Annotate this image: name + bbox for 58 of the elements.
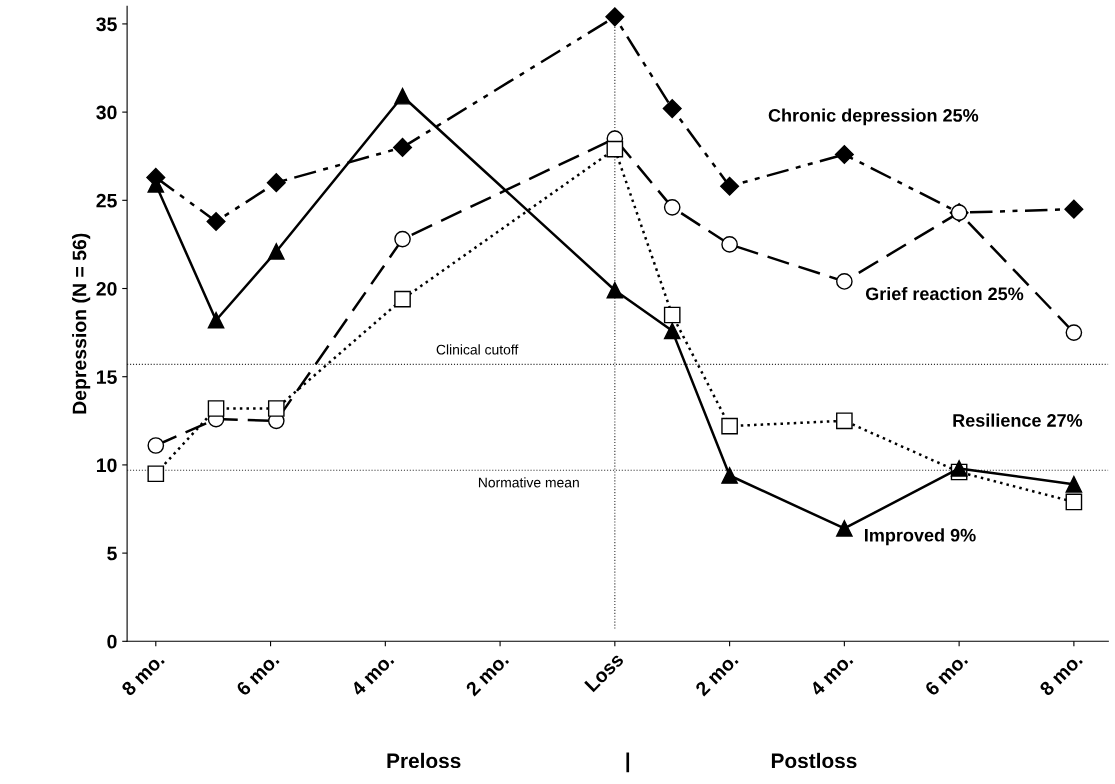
point — [721, 417, 738, 435]
y-tick-label: 30 — [96, 105, 117, 120]
point — [207, 311, 225, 329]
x-tick-label: 6 mo. — [235, 652, 280, 697]
y-tick-label: 20 — [96, 281, 117, 296]
ref-line-label: Normative mean — [478, 477, 579, 488]
point — [950, 460, 968, 477]
text: Chronic depression 25% — [768, 108, 979, 126]
point — [207, 400, 225, 417]
point — [147, 465, 165, 483]
x-tick-label: 6 mo. — [924, 652, 969, 697]
x-tick-label: 4 mo. — [809, 652, 854, 697]
point — [1064, 199, 1084, 219]
point — [206, 211, 226, 232]
ref-line-label: Clinical cutoff — [436, 344, 519, 355]
text: | — [626, 752, 630, 773]
point — [394, 87, 411, 105]
point — [267, 400, 285, 417]
y-tick-label: 35 — [96, 17, 117, 32]
x-tick-label: 8 mo. — [120, 652, 165, 697]
point — [834, 144, 854, 164]
text: Preloss — [387, 752, 461, 769]
x-tick-label: 2 mo. — [465, 652, 510, 697]
point — [836, 520, 853, 537]
point — [394, 290, 411, 308]
point — [1065, 493, 1083, 511]
point — [662, 99, 682, 119]
point — [1065, 324, 1083, 341]
series-label: Improved 9% — [865, 528, 976, 546]
point — [663, 306, 681, 324]
x-tick-label: 4 mo. — [350, 652, 395, 697]
point — [836, 412, 853, 430]
point — [266, 173, 286, 193]
point — [836, 273, 853, 290]
y-tick-label: 25 — [96, 193, 117, 208]
text: Resilience 27% — [953, 413, 1083, 427]
y-tick-label: 0 — [107, 634, 117, 649]
y-tick-label: 5 — [107, 546, 117, 561]
point — [606, 140, 624, 158]
x-tick-label: 2 mo. — [694, 652, 739, 697]
point — [721, 467, 738, 484]
point — [147, 437, 165, 454]
text: Postloss — [771, 752, 857, 769]
point — [721, 236, 738, 253]
point — [267, 243, 285, 260]
point — [720, 176, 740, 196]
point — [1065, 475, 1083, 493]
x-tick-label: 8 mo. — [1038, 652, 1084, 697]
y-tick-label: 10 — [96, 458, 117, 473]
point — [606, 281, 624, 299]
point — [663, 199, 681, 216]
y-tick-label: 15 — [96, 370, 117, 384]
point — [605, 7, 625, 27]
y-axis-title: Depression (N = 56) — [72, 233, 91, 414]
series-label: Grief reaction 25% — [865, 286, 1024, 301]
point — [393, 137, 413, 157]
point — [394, 230, 411, 248]
point — [663, 322, 681, 340]
